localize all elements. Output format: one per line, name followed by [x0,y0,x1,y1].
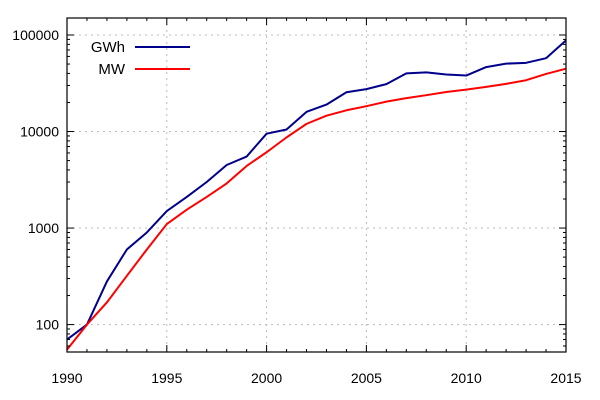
y-tick-label: 100 [36,317,60,333]
x-tick-label: 1990 [51,370,82,386]
x-tick-label: 2000 [251,370,282,386]
axis-ticks: 1990 1995 2000 2005 2010 2015 100 1000 10000 1000… [12,18,582,386]
x-tick-label: 2010 [451,370,482,386]
legend-label-mw: MW [98,61,125,78]
series [66,39,567,351]
y-tick-label: 100000 [12,27,59,43]
legend: GWh MW [91,39,190,78]
series-line-mw [66,67,567,351]
series-line-gwh [66,39,567,341]
y-tick-label: 1000 [28,220,59,236]
x-tick-label: 1995 [151,370,182,386]
plot-frame [66,17,567,353]
legend-label-gwh: GWh [91,39,125,56]
x-tick-label: 2015 [550,370,581,386]
grid [67,18,566,352]
x-tick-label: 2005 [351,370,382,386]
y-tick-label: 10000 [20,124,59,140]
